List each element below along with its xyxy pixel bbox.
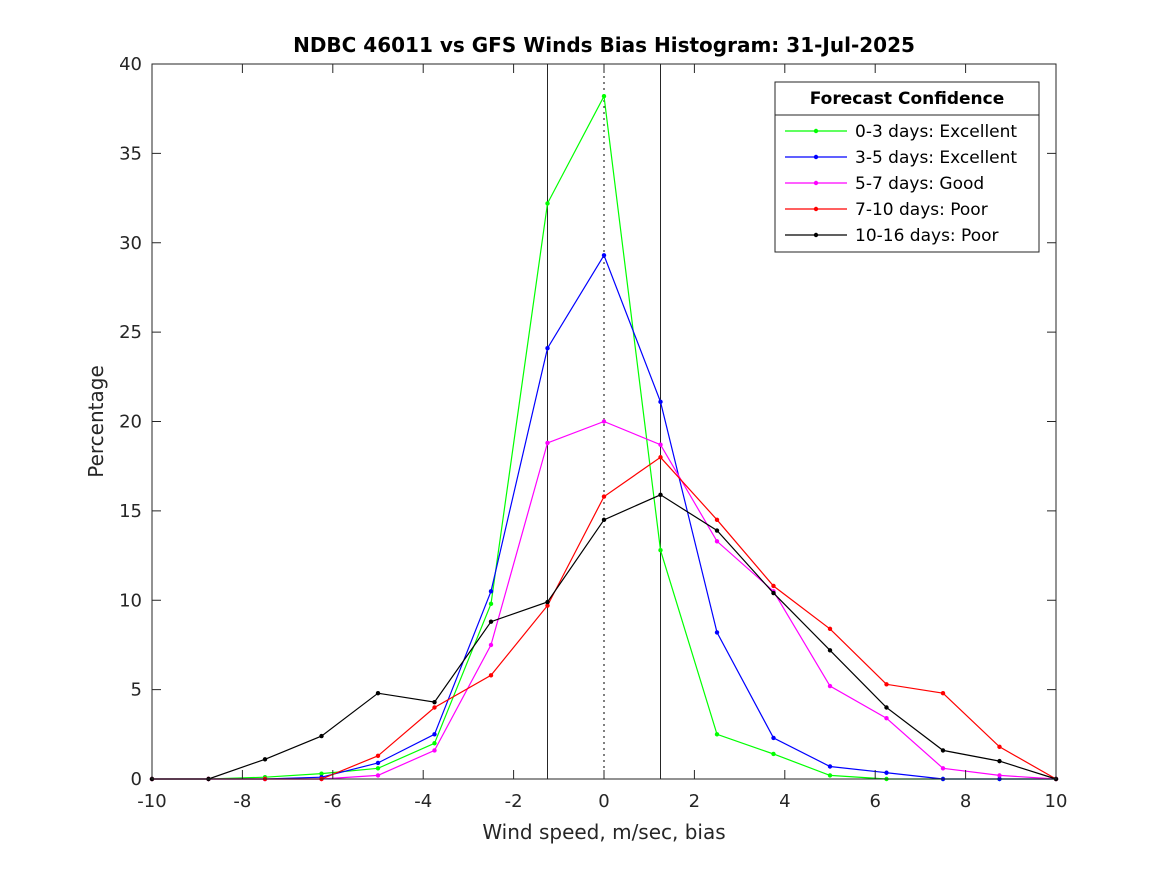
series-2-point-8 (601, 419, 607, 424)
y-tick-label-3: 15 (119, 501, 142, 522)
x-tick-label-1: -8 (233, 791, 251, 812)
series-2-point-12 (827, 683, 833, 689)
reference-lines (547, 64, 661, 779)
series-2-point-10 (714, 539, 720, 544)
series-1-point-12 (827, 764, 833, 769)
x-tick-label-4: -2 (505, 791, 523, 812)
x-tick-label-9: 8 (960, 791, 971, 812)
series-0-point-9 (658, 548, 663, 553)
y-tick-label-4: 20 (119, 412, 142, 433)
series-4-point-8 (601, 517, 607, 523)
series-2-point-6 (488, 642, 494, 648)
y-tick-label-2: 10 (119, 590, 142, 611)
series-4-point-3 (319, 733, 324, 739)
series-0-point-4 (375, 766, 381, 771)
legend-marker-2 (813, 180, 819, 186)
series-0-point-8 (601, 93, 607, 99)
series-2-point-14 (940, 766, 946, 771)
x-tick-label-2: -6 (324, 791, 342, 812)
series-4-point-14 (940, 748, 946, 753)
legend-title: Forecast Confidence (810, 89, 1005, 109)
series-4-point-2 (262, 757, 268, 762)
y-tick-label-7: 35 (119, 143, 142, 164)
legend-items: 0-3 days: Excellent 3-5 days: Excellent 5-… (785, 122, 1017, 246)
series-3-point-13 (884, 682, 889, 687)
y-tick-label-6: 30 (119, 233, 142, 254)
series-3-point-7 (545, 603, 550, 608)
series-0-point-3 (319, 771, 324, 776)
axis-ticks: -10 -8 -6 -4 -2 0 2 4 6 8 10 0 5 10 15 20 25 30 35 40 (119, 54, 1067, 812)
legend-marker-1 (813, 154, 819, 160)
y-tick-label-5: 25 (119, 322, 142, 343)
series-1-point-7 (545, 346, 550, 351)
legend: Forecast Confidence 0-3 days: Excellent 3… (774, 81, 1040, 253)
series-3-point-15 (997, 744, 1002, 750)
series-3-point-9 (658, 455, 663, 460)
series-4 (149, 492, 1059, 782)
series-3-point-11 (771, 583, 776, 589)
series-4-point-6 (488, 619, 494, 624)
x-tick-label-7: 4 (779, 791, 790, 812)
series-3-point-12 (827, 626, 833, 632)
series-3-point-4 (375, 753, 381, 758)
legend-marker-4 (813, 232, 819, 238)
y-tick-label-8: 40 (119, 54, 142, 75)
series-1-point-9 (658, 399, 663, 405)
series-0-point-10 (714, 732, 720, 737)
legend-label-2: 5-7 days: Good (855, 174, 984, 194)
series-3-point-10 (714, 517, 720, 523)
series-3-point-5 (432, 705, 437, 710)
series-1-point-4 (375, 760, 381, 766)
series-1-point-8 (601, 253, 607, 258)
series-4-point-12 (827, 648, 833, 653)
series-0-point-7 (545, 201, 550, 206)
chart-title: NDBC 46011 vs GFS Winds Bias Histogram: … (293, 33, 915, 57)
series-0-point-12 (827, 773, 833, 778)
x-tick-label-0: -10 (137, 791, 166, 812)
x-tick-label-10: 10 (1045, 791, 1068, 812)
series-2-point-4 (375, 773, 381, 778)
series-1-point-11 (771, 735, 776, 741)
x-axis-label: Wind speed, m/sec, bias (482, 820, 725, 844)
y-axis-label: Percentage (84, 365, 108, 478)
series-2-point-15 (997, 773, 1002, 778)
series-4-point-10 (714, 528, 720, 533)
series-3-point-8 (601, 494, 607, 499)
series-4-point-11 (771, 590, 776, 596)
series-4-point-4 (375, 691, 381, 696)
series-2-point-9 (658, 442, 663, 447)
legend-label-3: 7-10 days: Poor (855, 200, 988, 220)
x-tick-label-5: 0 (598, 791, 609, 812)
legend-label-0: 0-3 days: Excellent (855, 122, 1017, 142)
series-2-point-7 (545, 440, 550, 446)
y-tick-label-0: 0 (131, 769, 142, 790)
legend-label-4: 10-16 days: Poor (855, 226, 999, 246)
legend-title-box (774, 81, 1040, 116)
x-tick-label-6: 2 (689, 791, 700, 812)
series-0-point-5 (432, 741, 437, 746)
series-4-point-13 (884, 705, 889, 710)
series-3-point-6 (488, 673, 494, 678)
series-2-point-13 (884, 716, 889, 721)
series-2-point-5 (432, 748, 437, 753)
series-1-point-5 (432, 732, 437, 737)
series-3-point-14 (940, 691, 946, 696)
series-1-point-6 (488, 589, 494, 594)
series-4-point-15 (997, 758, 1002, 764)
x-tick-label-8: 6 (869, 791, 880, 812)
legend-marker-3 (813, 206, 819, 212)
series-1-point-10 (714, 630, 720, 635)
x-tick-label-3: -4 (414, 791, 432, 812)
series-4-point-7 (545, 599, 550, 605)
series-1-point-13 (884, 770, 889, 775)
series-0-point-6 (488, 601, 494, 607)
series-4-point-9 (658, 492, 663, 497)
series-0-point-11 (771, 751, 776, 757)
y-tick-label-1: 5 (131, 680, 142, 701)
series-4-point-5 (432, 699, 437, 705)
legend-marker-0 (813, 128, 819, 134)
legend-label-1: 3-5 days: Excellent (855, 148, 1017, 168)
